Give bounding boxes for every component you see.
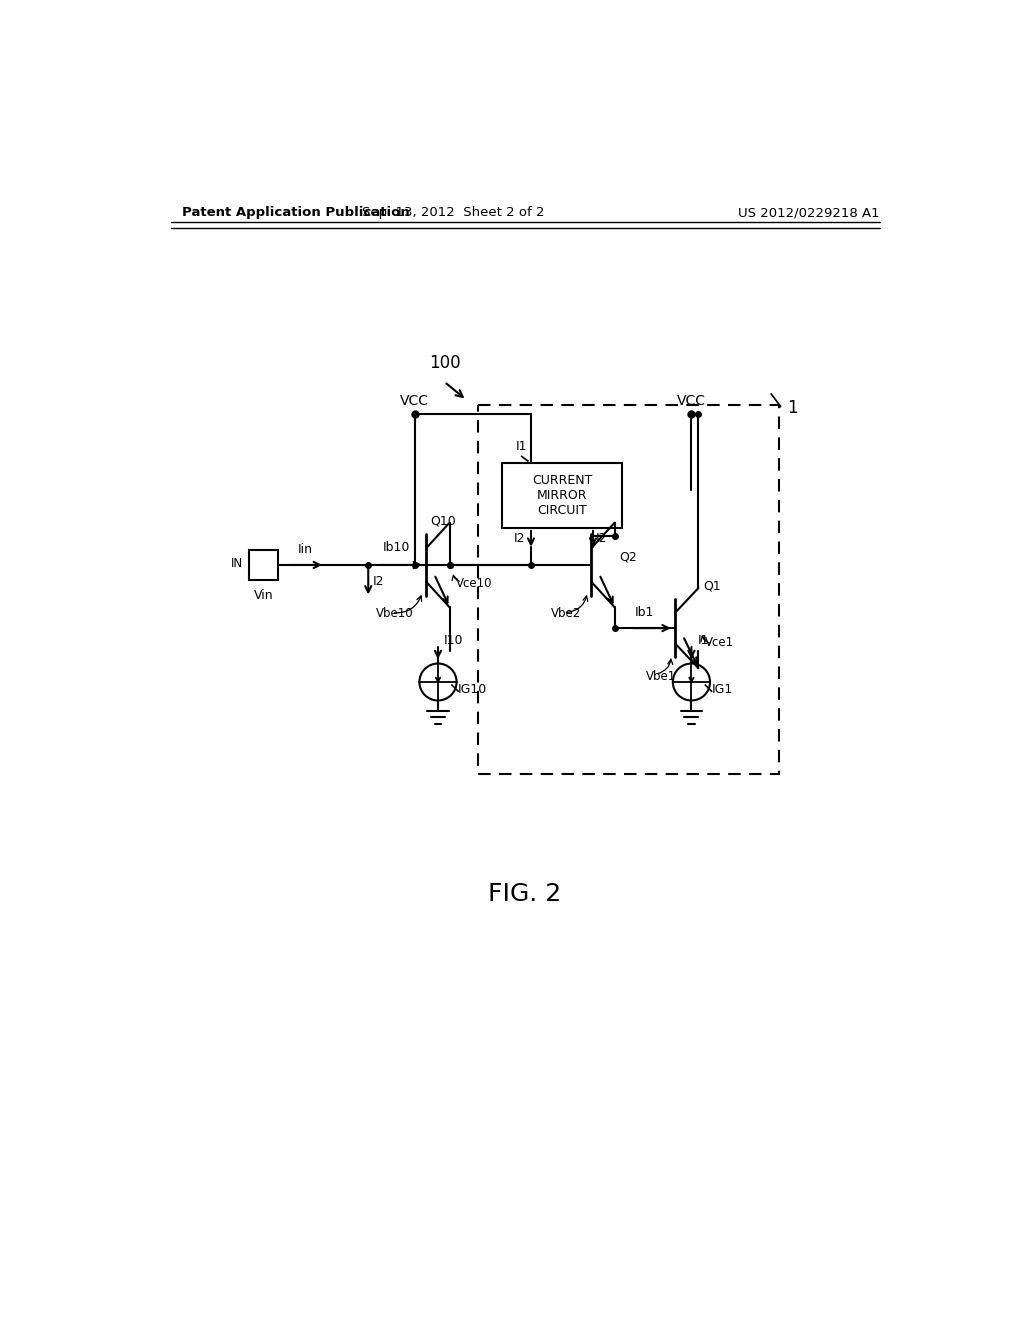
Text: Vbe10: Vbe10 <box>376 607 414 620</box>
Text: 100: 100 <box>429 355 461 372</box>
Text: I1: I1 <box>516 441 527 453</box>
Text: IG10: IG10 <box>458 684 487 696</box>
Text: I10: I10 <box>444 634 464 647</box>
Text: FIG. 2: FIG. 2 <box>488 882 561 907</box>
Text: Ib10: Ib10 <box>383 541 411 554</box>
Text: I2: I2 <box>596 532 607 545</box>
Text: Patent Application Publication: Patent Application Publication <box>182 206 410 219</box>
Text: Vce10: Vce10 <box>456 577 493 590</box>
Bar <box>478 405 779 775</box>
Text: I2: I2 <box>373 576 384 589</box>
Text: Q10: Q10 <box>430 515 456 528</box>
Bar <box>503 462 623 528</box>
Text: 1: 1 <box>786 399 798 417</box>
Text: Vbe1: Vbe1 <box>646 671 676 684</box>
Text: IG1: IG1 <box>712 684 733 696</box>
Text: CURRENT
MIRROR
CIRCUIT: CURRENT MIRROR CIRCUIT <box>532 474 593 516</box>
Text: Ib1: Ib1 <box>635 606 654 619</box>
Text: VCC: VCC <box>400 393 429 408</box>
Text: Q1: Q1 <box>703 579 721 593</box>
Text: I1: I1 <box>697 634 710 647</box>
Text: I2: I2 <box>513 532 524 545</box>
Text: Vce1: Vce1 <box>705 636 734 649</box>
Text: IN: IN <box>230 557 243 570</box>
Text: Iin: Iin <box>298 543 313 556</box>
Text: Vin: Vin <box>254 589 273 602</box>
Text: Q2: Q2 <box>620 550 637 564</box>
Text: VCC: VCC <box>677 393 706 408</box>
Bar <box>249 550 279 579</box>
Text: US 2012/0229218 A1: US 2012/0229218 A1 <box>738 206 880 219</box>
Text: Vbe2: Vbe2 <box>551 607 582 620</box>
Text: Sep. 13, 2012  Sheet 2 of 2: Sep. 13, 2012 Sheet 2 of 2 <box>362 206 545 219</box>
